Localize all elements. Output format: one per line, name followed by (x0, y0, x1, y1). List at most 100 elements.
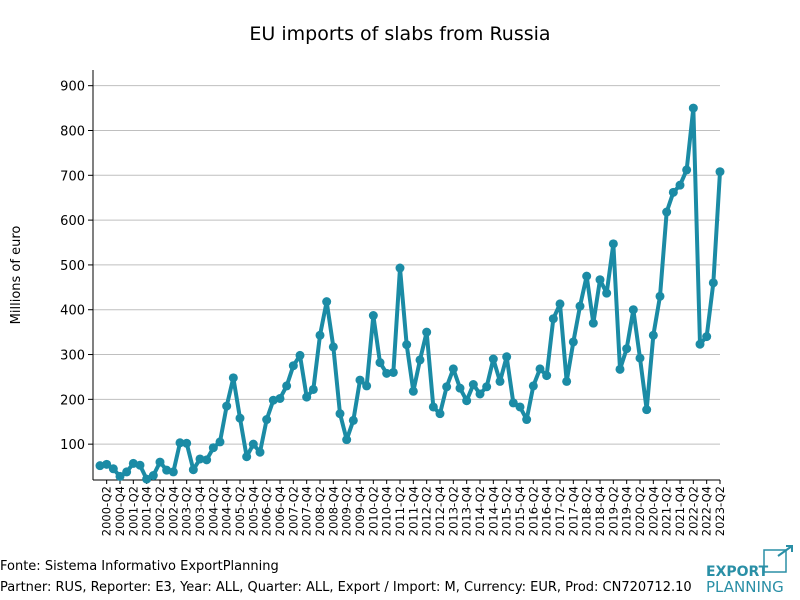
data-point (375, 358, 385, 368)
footer-params: Partner: RUS, Reporter: E3, Year: ALL, Q… (0, 580, 692, 595)
logo-box (763, 549, 787, 573)
x-tick-label: 2002-Q4 (166, 486, 180, 536)
x-tick-label: 2020-Q2 (633, 486, 647, 536)
data-point (515, 402, 525, 412)
x-tick-label: 2016-Q4 (540, 486, 554, 536)
logo-text: PLANNING (706, 578, 784, 596)
data-point (468, 380, 478, 390)
data-point (595, 275, 605, 285)
data-point (562, 376, 572, 386)
data-point (368, 311, 378, 321)
data-point (695, 339, 705, 349)
data-point (175, 438, 185, 448)
data-point (608, 239, 618, 249)
y-tick-label: 400 (60, 304, 85, 319)
x-tick-label: 2022-Q2 (686, 486, 700, 536)
x-tick-label: 2011-Q4 (406, 486, 420, 536)
x-tick-label: 2021-Q4 (673, 486, 687, 536)
data-point (648, 330, 658, 340)
data-point (528, 381, 538, 391)
data-point (708, 278, 718, 288)
x-tick-label: 2011-Q2 (393, 486, 407, 536)
y-axis-label: Millions of euro (9, 226, 24, 325)
data-point (622, 344, 632, 354)
data-point (688, 103, 698, 113)
x-tick-label: 2005-Q4 (246, 486, 260, 536)
data-point (408, 386, 418, 396)
y-tick-label: 200 (60, 393, 85, 408)
data-point (548, 314, 558, 324)
data-point (488, 354, 498, 364)
data-point (222, 401, 232, 411)
data-point (95, 461, 105, 471)
data-point (502, 352, 512, 362)
y-tick-label: 900 (60, 80, 85, 95)
data-point (642, 405, 652, 415)
x-tick-label: 2019-Q2 (606, 486, 620, 536)
logo: EXPORT PLANNING (706, 545, 793, 596)
x-tick-label: 2016-Q2 (526, 486, 540, 536)
x-tick-label: 2012-Q2 (420, 486, 434, 536)
x-tick-label: 2001-Q2 (126, 486, 140, 536)
x-tick-label: 2022-Q4 (700, 486, 714, 536)
x-tick-label: 2005-Q2 (233, 486, 247, 536)
data-point (475, 389, 485, 399)
x-tick-label: 2004-Q2 (206, 486, 220, 536)
data-point (382, 368, 392, 378)
data-point (482, 382, 492, 392)
data-point (702, 332, 712, 342)
data-point (388, 367, 398, 377)
data-point (395, 263, 405, 273)
x-tick-label: 2023-Q2 (713, 486, 727, 536)
data-point (108, 464, 118, 474)
data-point (588, 318, 598, 328)
data-point (362, 381, 372, 391)
data-point (535, 364, 545, 374)
chart-title: EU imports of slabs from Russia (249, 23, 550, 45)
data-point (302, 392, 312, 402)
data-point (442, 382, 452, 392)
data-point (422, 327, 432, 337)
x-tick-label: 2007-Q4 (300, 486, 314, 536)
y-tick-label: 700 (60, 169, 85, 184)
data-point (495, 376, 505, 386)
footer-source: Fonte: Sistema Informativo ExportPlannin… (0, 559, 279, 574)
data-point (615, 364, 625, 374)
x-tick-label: 2000-Q2 (100, 486, 114, 536)
data-point (682, 165, 692, 175)
data-point (262, 415, 272, 425)
x-tick-label: 2012-Q4 (433, 486, 447, 536)
x-tick-label: 2014-Q2 (473, 486, 487, 536)
data-point (122, 467, 132, 477)
data-point (628, 305, 638, 315)
data-point (102, 459, 112, 469)
logo-arrow (777, 545, 793, 557)
data-point (542, 371, 552, 381)
x-tick-label: 2013-Q4 (460, 486, 474, 536)
x-tick-label: 2021-Q2 (660, 486, 674, 536)
data-point (715, 167, 725, 177)
x-tick-label: 2019-Q4 (620, 486, 634, 536)
data-point (228, 373, 238, 383)
data-point (328, 342, 338, 352)
x-tick-label: 2018-Q2 (580, 486, 594, 536)
data-point (188, 465, 198, 475)
data-point (508, 398, 518, 408)
data-point (555, 299, 565, 309)
data-point (435, 409, 445, 419)
y-tick-label: 100 (60, 438, 85, 453)
data-point (455, 383, 465, 393)
data-point (168, 467, 178, 477)
x-tick-label: 2006-Q2 (260, 486, 274, 536)
data-point (575, 301, 585, 311)
data-point (142, 474, 152, 484)
data-point (135, 460, 145, 470)
x-tick-label: 2009-Q2 (340, 486, 354, 536)
x-tick-label: 2003-Q2 (180, 486, 194, 536)
data-point (208, 443, 218, 453)
data-point (315, 330, 325, 340)
x-tick-label: 2013-Q2 (446, 486, 460, 536)
x-tick-label: 2001-Q4 (140, 486, 154, 536)
data-point (242, 452, 252, 462)
